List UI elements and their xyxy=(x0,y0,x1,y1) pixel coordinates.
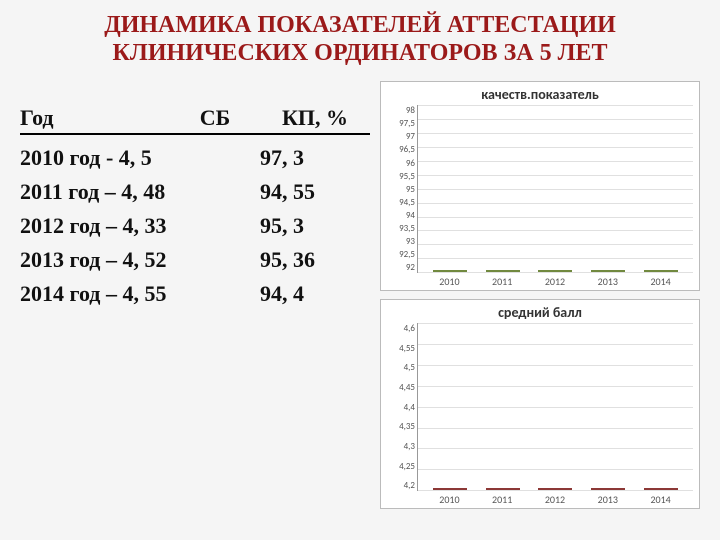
xtick: 2011 xyxy=(485,275,519,288)
th-kp: КП, % xyxy=(260,105,370,131)
ytick: 98 xyxy=(387,105,415,116)
chart1-yaxis: 98 97,5 97 96,5 96 95,5 95 94,5 94 93,5 93 92,5 92 xyxy=(387,105,417,273)
cell-year-sb: 2014 год – 4, 55 xyxy=(20,281,260,307)
ytick: 4,3 xyxy=(387,441,415,452)
th-sb: СБ xyxy=(170,105,260,131)
gridline xyxy=(418,428,693,429)
chart2-title: средний балл xyxy=(387,304,693,321)
gridline xyxy=(418,105,693,106)
table-row: 2011 год – 4, 4894, 55 xyxy=(20,175,370,209)
table-row: 2012 год – 4, 3395, 3 xyxy=(20,209,370,243)
ytick: 97,5 xyxy=(387,118,415,129)
ytick: 4,5 xyxy=(387,362,415,373)
gridline xyxy=(418,386,693,387)
quality-chart: качеств.показатель 9897,59796,59695,5959… xyxy=(380,81,700,291)
main-layout: Год СБ КП, % 2010 год - 4, 597, 32011 го… xyxy=(20,81,700,509)
xtick: 2010 xyxy=(432,275,466,288)
chart2-xaxis: 2010 2011 2012 2013 2014 xyxy=(417,491,693,506)
ytick: 92,5 xyxy=(387,249,415,260)
cell-year-sb: 2012 год – 4, 33 xyxy=(20,213,260,239)
cell-kp: 95, 36 xyxy=(260,247,370,273)
gridline xyxy=(418,323,693,324)
gridline xyxy=(418,189,693,190)
gridline xyxy=(418,407,693,408)
xtick: 2011 xyxy=(485,493,519,506)
data-table: Год СБ КП, % 2010 год - 4, 597, 32011 го… xyxy=(20,81,370,509)
cell-year-sb: 2013 год – 4, 52 xyxy=(20,247,260,273)
gridline xyxy=(418,119,693,120)
ytick: 4,2 xyxy=(387,480,415,491)
gridline xyxy=(418,344,693,345)
chart2-yaxis: 4,6 4,55 4,5 4,45 4,4 4,35 4,3 4,25 4,2 xyxy=(387,323,417,491)
ytick: 4,45 xyxy=(387,382,415,393)
gridline xyxy=(418,490,693,491)
ytick: 94 xyxy=(387,210,415,221)
gridline xyxy=(418,217,693,218)
xtick: 2014 xyxy=(644,275,678,288)
xtick: 2013 xyxy=(591,275,625,288)
cell-kp: 94, 55 xyxy=(260,179,370,205)
cell-kp: 95, 3 xyxy=(260,213,370,239)
charts-column: качеств.показатель 9897,59796,59695,5959… xyxy=(380,81,700,509)
ytick: 92 xyxy=(387,262,415,273)
ytick: 4,35 xyxy=(387,421,415,432)
xtick: 2012 xyxy=(538,493,572,506)
gridline xyxy=(418,244,693,245)
xtick: 2013 xyxy=(591,493,625,506)
ytick: 97 xyxy=(387,131,415,142)
ytick: 93 xyxy=(387,236,415,247)
gridline xyxy=(418,230,693,231)
ytick: 96,5 xyxy=(387,144,415,155)
gridline xyxy=(418,272,693,273)
ytick: 95 xyxy=(387,184,415,195)
table-row: 2014 год – 4, 5594, 4 xyxy=(20,277,370,311)
ytick: 94,5 xyxy=(387,197,415,208)
cell-kp: 94, 4 xyxy=(260,281,370,307)
gridline xyxy=(418,175,693,176)
ytick: 4,55 xyxy=(387,343,415,354)
ytick: 4,6 xyxy=(387,323,415,334)
chart1-xaxis: 2010 2011 2012 2013 2014 xyxy=(417,273,693,288)
ytick: 96 xyxy=(387,158,415,169)
chart2-plot xyxy=(417,323,693,491)
gridline xyxy=(418,161,693,162)
gridline xyxy=(418,448,693,449)
gridline xyxy=(418,365,693,366)
page-title: ДИНАМИКА ПОКАЗАТЕЛЕЙ АТТЕСТАЦИИ КЛИНИЧЕС… xyxy=(20,12,700,67)
ytick: 4,25 xyxy=(387,461,415,472)
gridline xyxy=(418,133,693,134)
cell-year-sb: 2011 год – 4, 48 xyxy=(20,179,260,205)
xtick: 2010 xyxy=(432,493,466,506)
gridline xyxy=(418,258,693,259)
ytick: 95,5 xyxy=(387,171,415,182)
chart1-title: качеств.показатель xyxy=(387,86,693,103)
th-year: Год xyxy=(20,105,170,131)
gridline xyxy=(418,469,693,470)
gridline xyxy=(418,203,693,204)
cell-kp: 97, 3 xyxy=(260,145,370,171)
ytick: 93,5 xyxy=(387,223,415,234)
table-row: 2010 год - 4, 597, 3 xyxy=(20,141,370,175)
table-header: Год СБ КП, % xyxy=(20,105,370,135)
table-row: 2013 год – 4, 5295, 36 xyxy=(20,243,370,277)
cell-year-sb: 2010 год - 4, 5 xyxy=(20,145,260,171)
xtick: 2012 xyxy=(538,275,572,288)
gridline xyxy=(418,147,693,148)
chart1-plot xyxy=(417,105,693,273)
ytick: 4,4 xyxy=(387,402,415,413)
xtick: 2014 xyxy=(644,493,678,506)
score-chart: средний балл 4,6 4,55 4,5 4,45 4,4 4,35 4,3 4,2… xyxy=(380,299,700,509)
